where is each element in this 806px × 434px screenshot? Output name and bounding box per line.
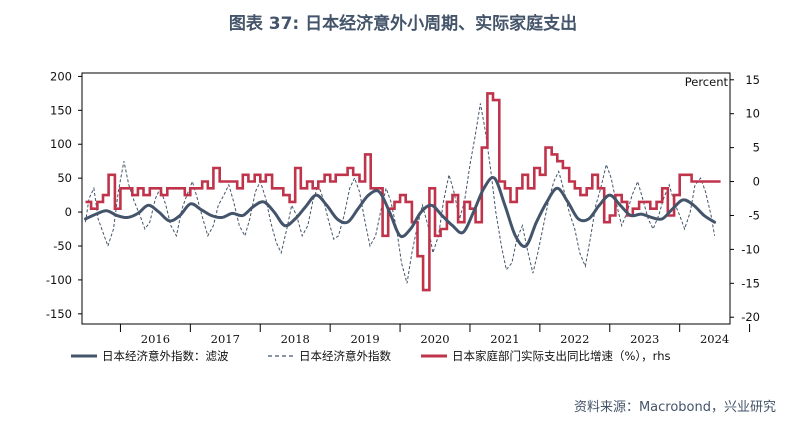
legend-label-filtered: 日本经济意外指数：滤波 [102, 349, 229, 363]
right-tick-label: -15 [741, 276, 760, 290]
left-tick-label: 150 [50, 103, 72, 117]
left-tick-label: 0 [65, 205, 72, 219]
legend-label-index: 日本经济意外指数 [299, 349, 391, 363]
series-surprise-index [85, 103, 716, 284]
source-note: 资料来源：Macrobond，兴业研究 [573, 400, 776, 415]
legend-label-household: 日本家庭部门实际支出同比增速（%），rhs [452, 349, 670, 363]
right-tick-label: 0 [753, 175, 760, 189]
left-tick-label: 50 [57, 171, 72, 185]
x-tick-label: 2023 [630, 332, 659, 346]
right-tick-label: -20 [741, 310, 760, 324]
right-tick-label: -5 [749, 208, 760, 222]
right-axis-unit-label: Percent [685, 75, 729, 89]
x-tick-label: 2018 [281, 332, 310, 346]
series-surprise-filtered [84, 176, 717, 248]
right-tick-label: 5 [753, 141, 760, 155]
x-tick-label: 2020 [420, 332, 449, 346]
series-household-spending [85, 92, 721, 292]
left-tick-label: -100 [46, 273, 72, 287]
x-tick-label: 2022 [560, 332, 589, 346]
legend: 日本经济意外指数：滤波 日本经济意外指数 日本家庭部门实际支出同比增速（%），r… [71, 349, 670, 363]
right-tick-label: -10 [741, 242, 760, 256]
left-tick-label: -50 [53, 239, 72, 253]
right-tick-label: 15 [745, 73, 760, 87]
left-tick-label: 200 [50, 69, 72, 83]
chart-title: 图表 37: 日本经济意外小周期、实际家庭支出 [228, 14, 578, 34]
x-tick-label: 2019 [350, 332, 379, 346]
x-tick-label: 2016 [141, 332, 170, 346]
x-tick-label: 2024 [700, 332, 729, 346]
x-tick-label: 2017 [211, 332, 240, 346]
x-tick-label: 2021 [490, 332, 519, 346]
left-tick-label: -150 [46, 307, 72, 321]
right-tick-label: 10 [745, 107, 760, 121]
left-tick-label: 100 [50, 137, 72, 151]
